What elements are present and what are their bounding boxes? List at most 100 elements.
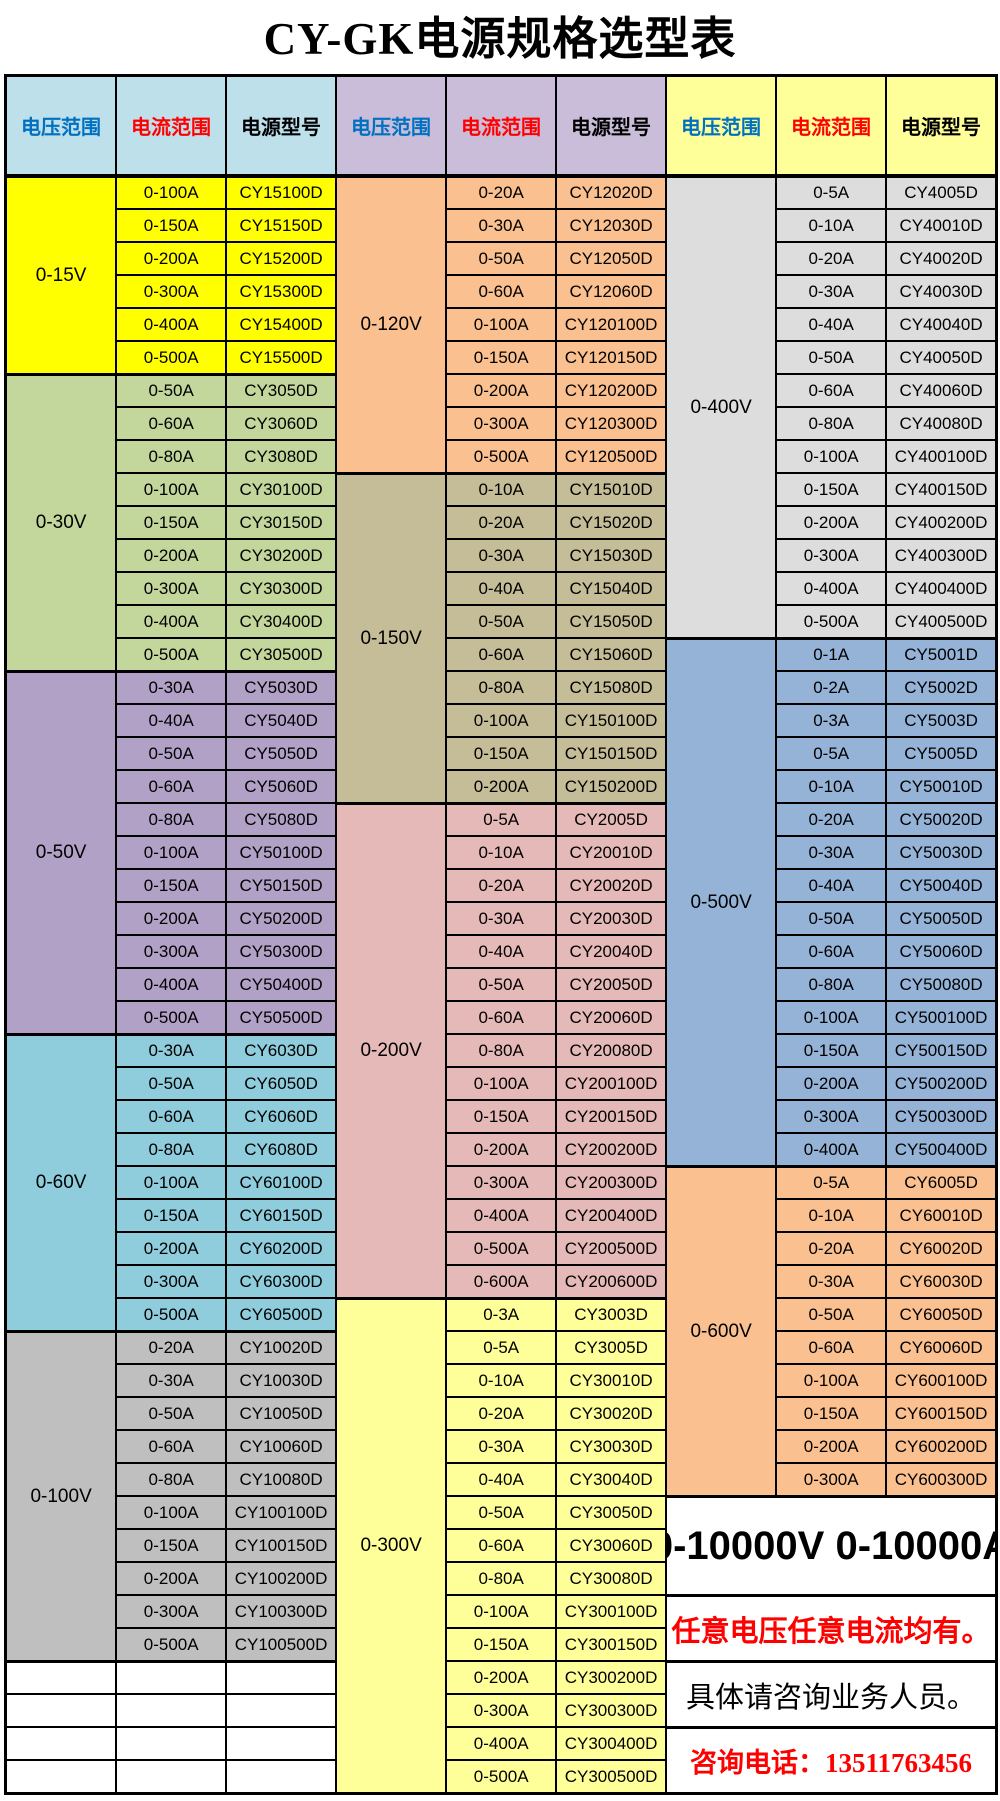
table-row: 0-5A CY2005D xyxy=(446,803,666,836)
current-range-cell: 0-60A xyxy=(116,407,227,440)
current-range-cell: 0-200A xyxy=(116,1562,227,1595)
model-cell: CY20060D xyxy=(556,1001,666,1034)
table-row: 0-20A CY60020D xyxy=(776,1232,996,1265)
current-range-cell: 0-40A xyxy=(776,869,887,902)
model-cell: CY5001D xyxy=(886,638,996,671)
model-cell: CY50050D xyxy=(886,902,996,935)
current-range-cell: 0-100A xyxy=(446,1067,557,1100)
model-cell: CY500150D xyxy=(886,1034,996,1067)
current-range-cell: 0-5A xyxy=(776,737,887,770)
table-row: 0-30A CY10030D xyxy=(116,1364,336,1397)
model-cell: CY200150D xyxy=(556,1100,666,1133)
current-range-cell: 0-30A xyxy=(116,671,227,704)
current-range-cell: 0-60A xyxy=(446,275,557,308)
current-range-cell: 0-30A xyxy=(446,539,557,572)
table-row: 0-40A CY50040D xyxy=(776,869,996,902)
voltage-section: 0-500V 0-1A CY5001D 0-2A CY5002D 0-3A CY5003D 0… xyxy=(666,638,996,1166)
current-range-cell: 0-20A xyxy=(776,1232,887,1265)
table-row: 0-400A CY300400D xyxy=(446,1727,666,1760)
model-cell: CY6030D xyxy=(226,1034,336,1067)
current-range-cell: 0-150A xyxy=(116,869,227,902)
column-group-2: 电压范围 电流范围 电源型号 0-120V 0-20A CY12020D 0-30A CY12… xyxy=(336,76,666,1793)
model-cell: CY15150D xyxy=(226,209,336,242)
current-range-cell: 0-300A xyxy=(116,1595,227,1628)
table-row: 0-10A CY20010D xyxy=(446,836,666,869)
model-cell: CY60030D xyxy=(886,1265,996,1298)
current-range-cell: 0-300A xyxy=(116,275,227,308)
table-row: 0-10A CY15010D xyxy=(446,473,666,506)
table-row: 0-300A CY400300D xyxy=(776,539,996,572)
current-range-cell: 0-50A xyxy=(116,1397,227,1430)
section-rows: 0-1A CY5001D 0-2A CY5002D 0-3A CY5003D 0-5A CY5… xyxy=(776,638,996,1166)
current-range-cell: 0-400A xyxy=(116,308,227,341)
voltage-range-cell: 0-60V xyxy=(6,1034,117,1331)
voltage-range-cell: 0-30V xyxy=(6,374,117,671)
current-range-cell: 0-150A xyxy=(116,506,227,539)
current-range-cell: 0-150A xyxy=(116,1529,227,1562)
current-range-cell: 0-30A xyxy=(446,209,557,242)
table-row: 0-80A CY50080D xyxy=(776,968,996,1001)
voltage-section: 0-300V 0-3A CY3003D 0-5A CY3005D 0-10A CY30010… xyxy=(336,1298,666,1793)
current-range-cell: 0-20A xyxy=(776,242,887,275)
table-row: 0-10A CY40010D xyxy=(776,209,996,242)
current-range-cell: 0-2A xyxy=(776,671,887,704)
table-row: 0-100A CY150100D xyxy=(446,704,666,737)
table-row: 0-500A CY50500D xyxy=(116,1001,336,1034)
table-row: 0-100A CY200100D xyxy=(446,1067,666,1100)
table-row: 0-300A CY600300D xyxy=(776,1463,996,1496)
current-range-cell: 0-30A xyxy=(446,902,557,935)
table-row: 0-50A CY50050D xyxy=(776,902,996,935)
current-range-cell: 0-100A xyxy=(776,1364,887,1397)
voltage-range-cell: 0-300V xyxy=(336,1298,447,1793)
model-cell: CY5003D xyxy=(886,704,996,737)
current-range-cell: 0-40A xyxy=(116,704,227,737)
model-cell: CY30100D xyxy=(226,473,336,506)
section-rows: 0-100A CY15100D 0-150A CY15150D 0-200A CY1520… xyxy=(116,176,336,374)
model-cell: CY50020D xyxy=(886,803,996,836)
column-group-3: 电压范围 电流范围 电源型号 0-400V 0-5A CY4005D 0-10A CY4001… xyxy=(666,76,996,1793)
model-cell: CY30400D xyxy=(226,605,336,638)
voltage-section: 0-400V 0-5A CY4005D 0-10A CY40010D 0-20A CY400… xyxy=(666,176,996,638)
voltage-section: 0-150V 0-10A CY15010D 0-20A CY15020D 0-30A CY1… xyxy=(336,473,666,803)
model-cell: CY300300D xyxy=(556,1694,666,1727)
table-row: 0-20A CY10020D xyxy=(116,1331,336,1364)
current-range-cell: 0-300A xyxy=(446,1166,557,1199)
current-range-cell: 0-60A xyxy=(776,374,887,407)
section-rows: 0-10A CY15010D 0-20A CY15020D 0-30A CY15030D 0… xyxy=(446,473,666,803)
table-row: 0-300A CY100300D xyxy=(116,1595,336,1628)
model-cell: CY200300D xyxy=(556,1166,666,1199)
current-range-cell: 0-100A xyxy=(116,1166,227,1199)
model-cell: CY600300D xyxy=(886,1463,996,1496)
table-row: 0-100A CY300100D xyxy=(446,1595,666,1628)
table-row: 0-400A CY15400D xyxy=(116,308,336,341)
current-range-cell: 0-100A xyxy=(116,836,227,869)
model-cell: CY50100D xyxy=(226,836,336,869)
model-header: 电源型号 xyxy=(886,76,996,176)
table-row: 0-40A CY30040D xyxy=(446,1463,666,1496)
current-range-cell: 0-150A xyxy=(116,1199,227,1232)
spec-selection-table: 电压范围 电流范围 电源型号 0-15V 0-100A CY15100D 0-150A CY1… xyxy=(4,74,998,1795)
model-cell: CY20040D xyxy=(556,935,666,968)
current-range-cell: 0-400A xyxy=(776,572,887,605)
current-range-header: 电流范围 xyxy=(776,76,886,176)
voltage-range-cell: 0-15V xyxy=(6,176,117,374)
table-row: 0-5A CY5005D xyxy=(776,737,996,770)
current-range-cell: 0-150A xyxy=(776,473,887,506)
model-cell: CY60300D xyxy=(226,1265,336,1298)
table-row: 0-500A CY300500D xyxy=(446,1760,666,1793)
table-row: 0-50A CY6050D xyxy=(116,1067,336,1100)
model-cell: CY30080D xyxy=(556,1562,666,1595)
current-range-header: 电流范围 xyxy=(446,76,556,176)
model-cell: CY100100D xyxy=(226,1496,336,1529)
table-row: 0-50A CY3050D xyxy=(116,374,336,407)
table-row: 0-50A CY60050D xyxy=(776,1298,996,1331)
table-row: 0-40A CY15040D xyxy=(446,572,666,605)
voltage-range-cell: 0-100V xyxy=(6,1331,117,1661)
model-cell: CY120300D xyxy=(556,407,666,440)
current-range-cell: 0-80A xyxy=(116,803,227,836)
model-cell: CY60060D xyxy=(886,1331,996,1364)
current-range-cell: 0-200A xyxy=(116,902,227,935)
model-cell: CY15200D xyxy=(226,242,336,275)
voltage-section: 0-200V 0-5A CY2005D 0-10A CY20010D 0-20A CY200… xyxy=(336,803,666,1298)
section-rows: 0-50A CY3050D 0-60A CY3060D 0-80A CY3080D 0-10… xyxy=(116,374,336,671)
